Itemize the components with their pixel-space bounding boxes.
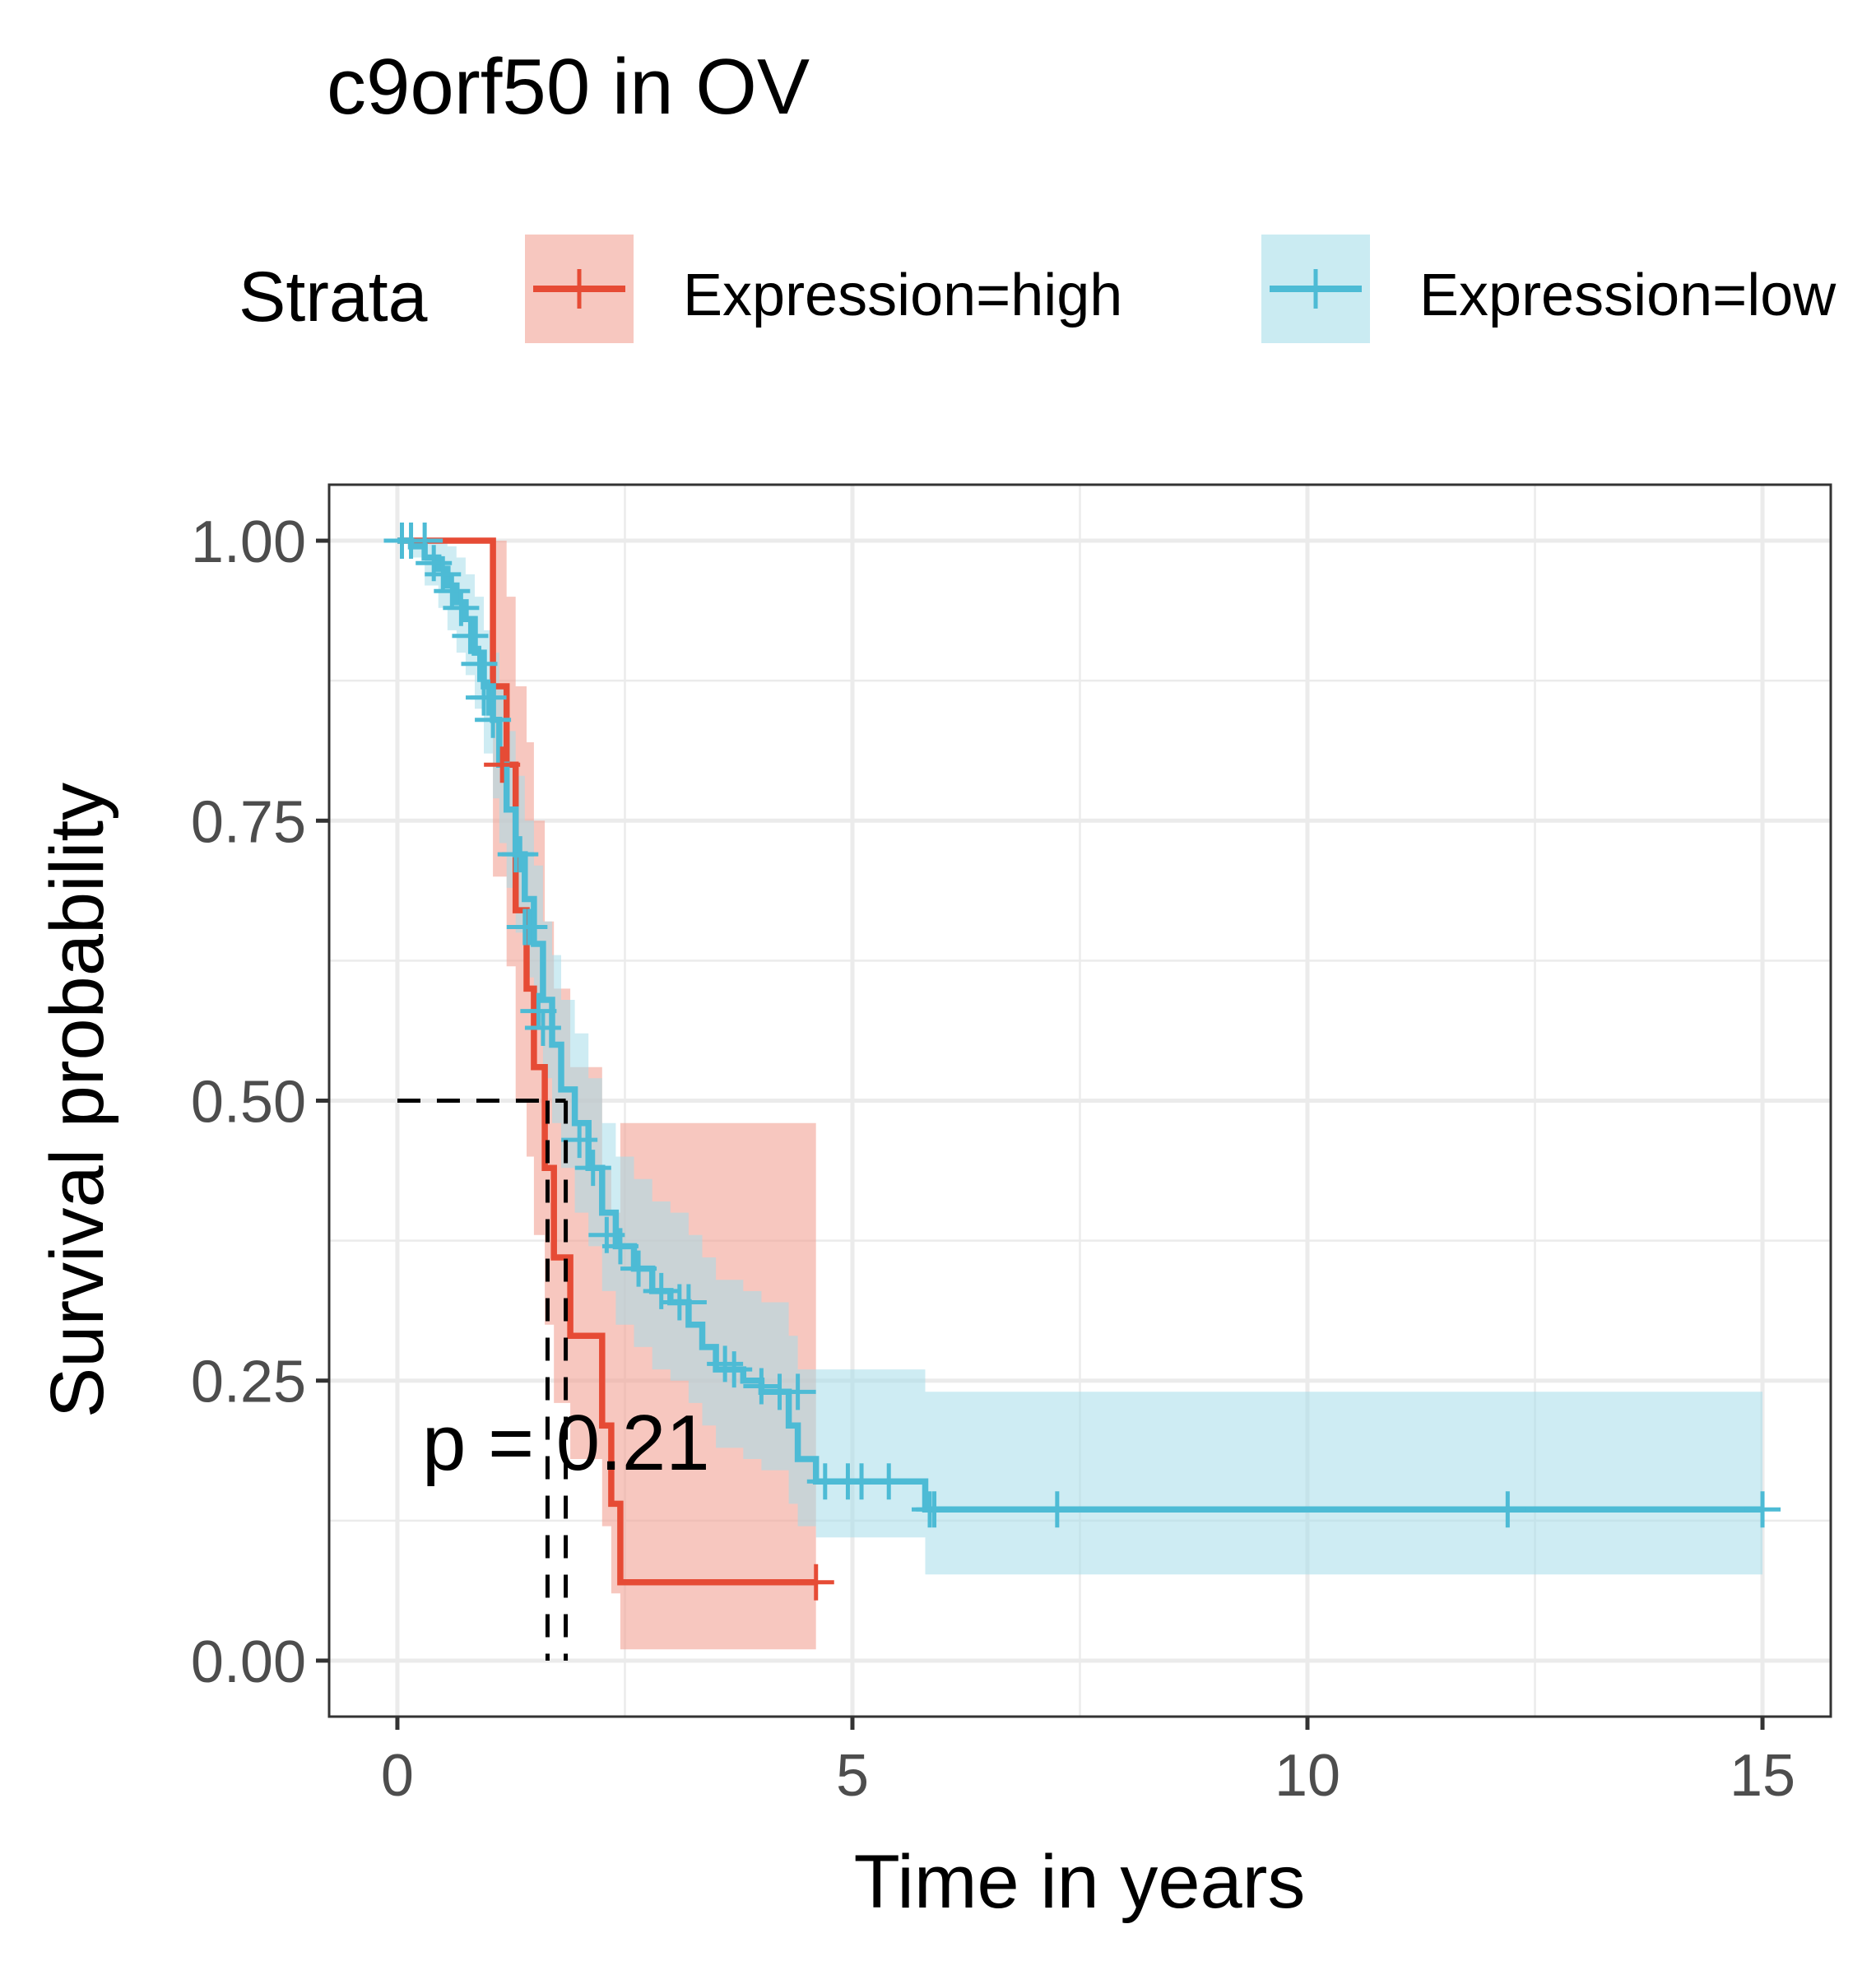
legend-item-high: Expression=high xyxy=(525,235,1122,343)
censor-mark-low xyxy=(574,1150,611,1187)
censor-mark-low xyxy=(443,589,480,626)
legend: Strata Expression=high Expression=low xyxy=(239,235,1837,343)
survival-curves xyxy=(397,537,1762,1586)
survival-curve-high xyxy=(397,537,816,1586)
censor-mark-low xyxy=(916,1491,953,1528)
censor-mark-low xyxy=(1489,1491,1526,1528)
legend-title: Strata xyxy=(239,258,428,337)
legend-label-high: Expression=high xyxy=(683,263,1122,328)
censor-mark-low xyxy=(620,1250,657,1287)
x-tick-label: 5 xyxy=(836,1743,869,1809)
censor-mark-low xyxy=(707,1345,744,1382)
plot-panel: p = 0.21 xyxy=(327,483,1832,1718)
y-tick-label: 0.50 xyxy=(191,1070,306,1136)
chart-title: c9orf50 in OV xyxy=(327,43,810,131)
censor-mark-low xyxy=(779,1373,816,1410)
censor-mark-high xyxy=(484,746,521,783)
censor-mark-high xyxy=(797,1564,834,1601)
censor-mark-low xyxy=(743,1368,780,1405)
survival-curve-low xyxy=(397,537,1762,1513)
censor-mark-low xyxy=(470,679,507,716)
y-axis-title: Survival probability xyxy=(35,783,119,1418)
censor-mark-low xyxy=(502,836,539,873)
censor-mark-low xyxy=(1038,1491,1075,1528)
x-axis: 0 5 10 15 xyxy=(381,1717,1795,1809)
censor-mark-low xyxy=(1744,1491,1781,1528)
censor-mark-low xyxy=(406,523,443,560)
censor-mark-low xyxy=(461,645,498,682)
censor-mark-low xyxy=(643,1272,680,1309)
confidence-bands xyxy=(397,541,1762,1650)
censor-mark-low xyxy=(434,573,471,610)
y-tick-label: 0.00 xyxy=(191,1629,306,1695)
y-axis: 0.00 0.25 0.50 0.75 1.00 xyxy=(191,509,329,1695)
censor-mark-low xyxy=(452,617,489,654)
legend-item-low: Expression=low xyxy=(1261,235,1837,343)
censor-mark-low xyxy=(561,1122,598,1159)
censor-mark-low xyxy=(511,908,548,946)
censor-mark-low xyxy=(425,555,462,592)
censor-mark-low xyxy=(670,1284,707,1321)
censor-mark-low xyxy=(520,992,557,1029)
censor-mark-low xyxy=(716,1351,753,1388)
y-tick-label: 0.75 xyxy=(191,789,306,855)
x-tick-label: 15 xyxy=(1730,1743,1795,1809)
y-tick-label: 0.25 xyxy=(191,1350,306,1415)
x-tick-label: 0 xyxy=(381,1743,414,1809)
censor-mark-low xyxy=(475,701,512,738)
legend-label-low: Expression=low xyxy=(1419,263,1837,328)
censor-mark-low xyxy=(871,1463,908,1500)
p-value-annotation: p = 0.21 xyxy=(422,1399,710,1487)
ci-band-low xyxy=(397,541,1762,1575)
median-lines xyxy=(397,1099,569,1661)
censor-mark-low xyxy=(601,1228,638,1265)
x-tick-label: 10 xyxy=(1275,1743,1340,1809)
censor-mark-low xyxy=(524,1010,561,1047)
censor-marks xyxy=(383,523,1781,1601)
x-axis-title: Time in years xyxy=(854,1840,1306,1924)
y-tick-label: 1.00 xyxy=(191,509,306,575)
